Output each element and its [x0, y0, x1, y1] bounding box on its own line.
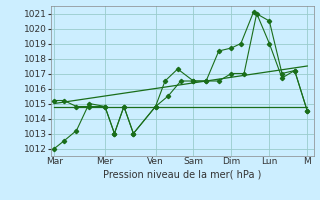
X-axis label: Pression niveau de la mer( hPa ): Pression niveau de la mer( hPa )	[103, 169, 261, 179]
